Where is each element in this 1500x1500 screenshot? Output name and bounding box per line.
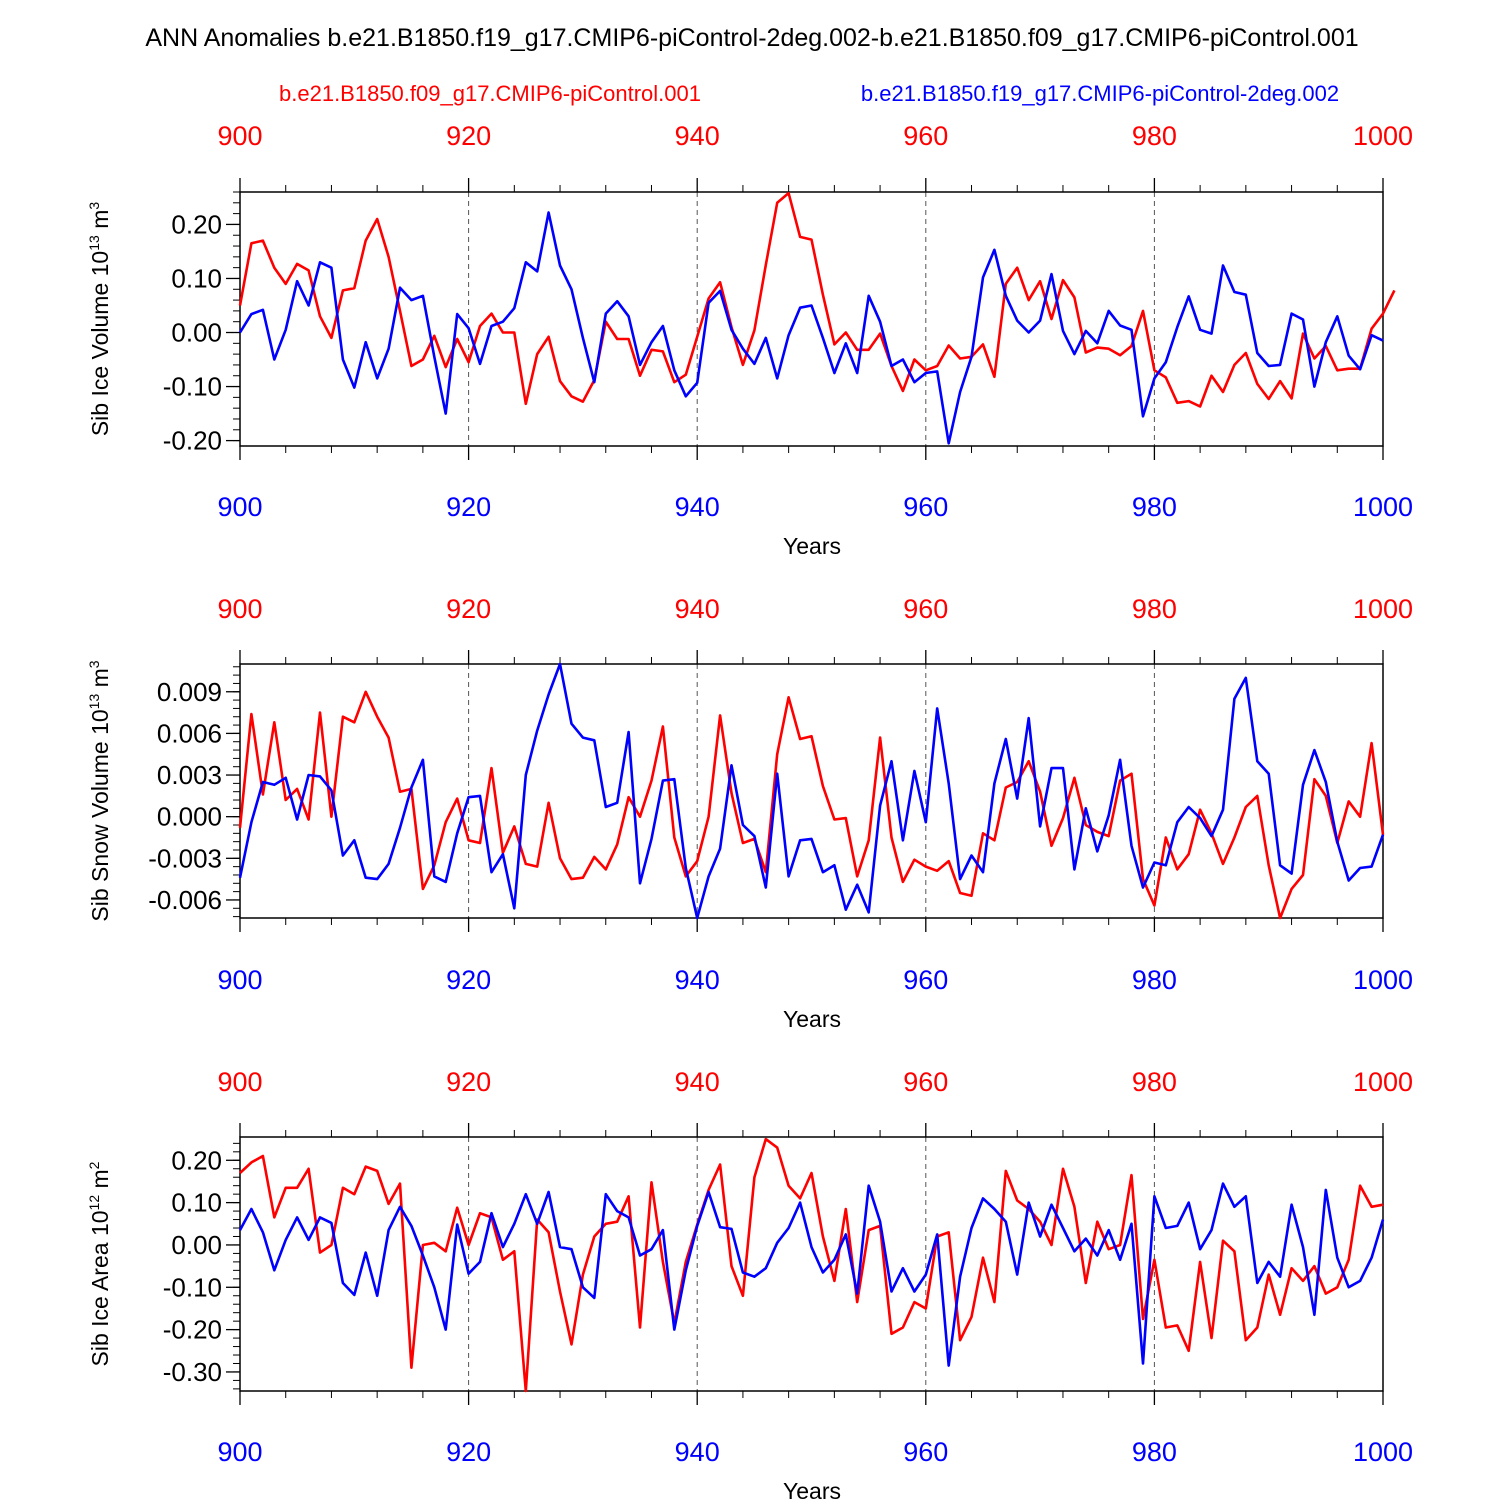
x-tick-label-top: 980: [1132, 121, 1177, 151]
y-axis-label-part: 13: [86, 694, 102, 710]
x-tick-label-top: 960: [903, 1067, 948, 1097]
x-tick-label-top: 980: [1132, 1067, 1177, 1097]
x-tick-label-top: 940: [675, 121, 720, 151]
y-axis-label-part: m: [87, 210, 113, 236]
x-tick-label-top: 960: [903, 594, 948, 624]
y-tick-label: 0.000: [157, 802, 222, 832]
x-tick-label-bottom: 1000: [1353, 1437, 1413, 1467]
x-tick-label-top: 1000: [1353, 121, 1413, 151]
y-tick-label: -0.30: [163, 1357, 222, 1387]
x-tick-label-bottom: 980: [1132, 492, 1177, 522]
y-axis-label-part: Sib Ice Area 10: [87, 1210, 113, 1366]
x-tick-label-top: 920: [446, 1067, 491, 1097]
y-tick-label: 0.20: [171, 209, 222, 239]
x-tick-label-top: 960: [903, 121, 948, 151]
x-tick-label-top: 900: [217, 121, 262, 151]
y-axis-label-part: Sib Ice Volume 10: [87, 251, 113, 436]
x-axis-label: Years: [783, 533, 841, 559]
plot-frame: [239, 191, 1384, 447]
panels: 900 900 920 920 940 940 960 960 980 980 1000 1000 0.…: [86, 121, 1413, 1500]
plot-frame: [239, 1136, 1384, 1392]
x-tick-label-bottom: 960: [903, 965, 948, 995]
y-tick-label: 0.009: [157, 677, 222, 707]
y-axis-label-part: Sib Snow Volume 10: [87, 709, 113, 921]
y-axis-label-part: 2: [86, 1161, 102, 1169]
series-line-blue: [238, 1182, 1385, 1367]
legend-red-label: b.e21.B1850.f09_g17.CMIP6-piControl.001: [279, 81, 701, 106]
x-tick-label-top: 900: [217, 1067, 262, 1097]
y-axis-label-part: 3: [86, 202, 102, 210]
x-tick-label-top: 900: [217, 594, 262, 624]
x-tick-label-bottom: 920: [446, 1437, 491, 1467]
x-tick-label-top: 920: [446, 121, 491, 151]
x-tick-label-bottom: 900: [217, 1437, 262, 1467]
y-axis-label-part: m: [87, 668, 113, 694]
plot-frame: [239, 663, 1384, 919]
chart-panel-1: 900 900 920 920 940 940 960 960 980 980 1000 1000 0.…: [86, 121, 1413, 559]
x-tick-label-bottom: 1000: [1353, 965, 1413, 995]
x-tick-label-top: 980: [1132, 594, 1177, 624]
y-tick-label: -0.10: [163, 1272, 222, 1302]
x-tick-label-bottom: 960: [903, 492, 948, 522]
figure-title: ANN Anomalies b.e21.B1850.f19_g17.CMIP6-…: [145, 24, 1358, 52]
x-tick-label-bottom: 980: [1132, 1437, 1177, 1467]
y-axis-label: Sib Ice Area 1012 m2: [86, 1161, 113, 1366]
y-tick-label: -0.003: [148, 843, 222, 873]
y-tick-label: 0.006: [157, 718, 222, 748]
y-tick-label: 0.00: [171, 318, 222, 348]
x-tick-label-bottom: 900: [217, 492, 262, 522]
y-axis-label: Sib Ice Volume 1013 m3: [86, 202, 113, 437]
x-tick-label-bottom: 960: [903, 1437, 948, 1467]
series-line-red: [239, 1137, 1384, 1393]
x-tick-label-bottom: 940: [675, 492, 720, 522]
x-tick-label-top: 940: [675, 594, 720, 624]
y-tick-label: -0.006: [148, 885, 222, 915]
series-line-blue: [238, 662, 1385, 920]
x-tick-label-top: 940: [675, 1067, 720, 1097]
y-tick-label: -0.20: [163, 426, 222, 456]
x-tick-label-bottom: 940: [675, 1437, 720, 1467]
y-axis-label: Sib Snow Volume 1013 m3: [86, 660, 113, 921]
x-tick-label-top: 1000: [1353, 594, 1413, 624]
x-tick-label-top: 1000: [1353, 1067, 1413, 1097]
x-tick-label-bottom: 900: [217, 965, 262, 995]
x-axis-label: Years: [783, 1478, 841, 1500]
series-line-blue: [238, 211, 1384, 445]
y-tick-label: 0.10: [171, 1188, 222, 1218]
chart-panel-3: 900 900 920 920 940 940 960 960 980 980 1000 1000 0.…: [86, 1067, 1413, 1500]
y-axis-label-part: 13: [86, 235, 102, 251]
x-tick-label-bottom: 940: [675, 965, 720, 995]
x-tick-label-bottom: 1000: [1353, 492, 1413, 522]
y-tick-label: -0.10: [163, 372, 222, 402]
x-tick-label-bottom: 920: [446, 965, 491, 995]
y-tick-label: 0.003: [157, 760, 222, 790]
x-tick-label-bottom: 920: [446, 492, 491, 522]
x-tick-label-bottom: 980: [1132, 965, 1177, 995]
y-tick-label: 0.00: [171, 1230, 222, 1260]
series-line-red: [238, 690, 1385, 920]
y-tick-label: 0.10: [171, 263, 222, 293]
y-axis-label-part: 3: [86, 660, 102, 668]
y-axis-label-part: m: [87, 1169, 113, 1195]
y-axis-label-part: 12: [86, 1195, 102, 1211]
x-tick-label-top: 920: [446, 594, 491, 624]
y-tick-label: -0.20: [163, 1315, 222, 1345]
y-tick-label: 0.20: [171, 1145, 222, 1175]
chart-panel-2: 900 900 920 920 940 940 960 960 980 980 1000 1000 0.…: [86, 594, 1413, 1032]
x-axis-label: Years: [783, 1006, 841, 1032]
legend-blue-label: b.e21.B1850.f19_g17.CMIP6-piControl-2deg…: [861, 81, 1339, 106]
